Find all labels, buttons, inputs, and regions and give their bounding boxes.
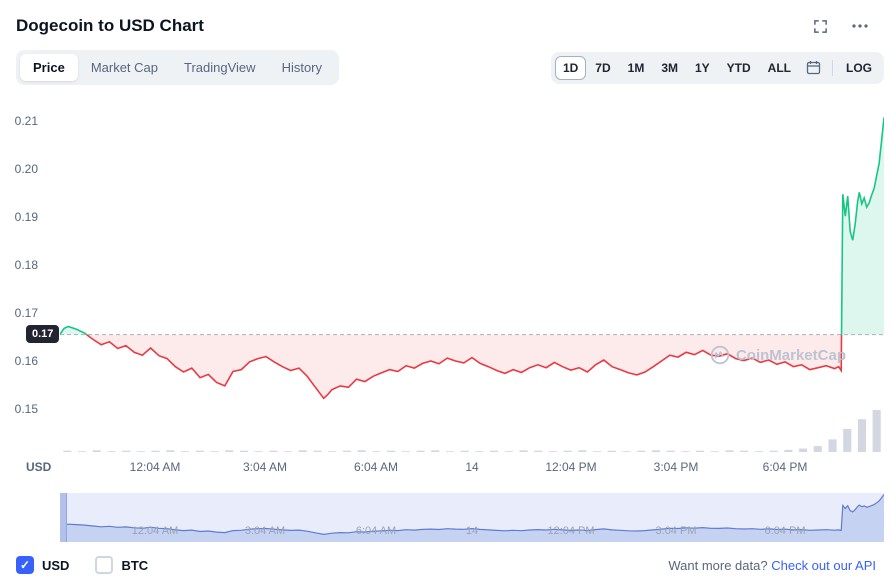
- y-axis-label: 0.15: [14, 402, 38, 416]
- y-axis-label: 0.18: [14, 258, 38, 272]
- x-axis-label: 6:04 AM: [355, 525, 397, 537]
- range-buttons: 1D 7D 1M 3M 1Y YTD ALL: [554, 55, 799, 80]
- tab-tradingview[interactable]: TradingView: [171, 54, 269, 81]
- api-link[interactable]: Check out our API: [771, 557, 876, 573]
- log-scale-button[interactable]: LOG: [838, 56, 880, 80]
- more-options-icon[interactable]: [852, 24, 868, 28]
- toolbar-divider: [832, 59, 833, 76]
- tab-history[interactable]: History: [269, 54, 335, 81]
- page-title: Dogecoin to USD Chart: [16, 16, 204, 35]
- api-promo-text: Want more data?: [668, 557, 768, 573]
- x-axis-label: 3:04 AM: [242, 460, 288, 474]
- y-axis-label: 0.19: [14, 210, 38, 224]
- range-7d[interactable]: 7D: [587, 56, 618, 80]
- y-axis-label: 0.20: [14, 162, 38, 176]
- currency-toggle-usd[interactable]: ✓ USD: [16, 556, 69, 574]
- tab-price[interactable]: Price: [20, 54, 78, 81]
- tab-market-cap[interactable]: Market Cap: [78, 54, 171, 81]
- axis-currency-label: USD: [26, 460, 52, 474]
- calendar-icon[interactable]: [800, 56, 827, 79]
- range-controls: 1D 7D 1M 3M 1Y YTD ALL LOG: [550, 51, 884, 84]
- x-axis-label: 3:04 AM: [244, 525, 286, 537]
- chart-footer: ✓ USD BTC Want more data? Check out our AP…: [16, 556, 876, 574]
- header-actions: [813, 19, 868, 34]
- x-axis-label: 14: [465, 525, 479, 537]
- y-axis-label: 0.16: [14, 354, 38, 368]
- range-1y[interactable]: 1Y: [687, 56, 718, 80]
- y-axis-label: 0.21: [14, 114, 38, 128]
- x-axis: 12:04 AM 3:04 AM 6:04 AM 14 12:04 PM 3:04 PM 6…: [0, 460, 892, 480]
- x-axis-label: 3:04 PM: [655, 525, 697, 537]
- chart-toolbar: Price Market Cap TradingView History 1D 7D 1M…: [16, 50, 884, 85]
- range-1d[interactable]: 1D: [554, 55, 587, 80]
- currency-label: USD: [42, 557, 70, 573]
- x-axis-label: 12:04 AM: [129, 460, 181, 474]
- x-axis-label: 12:04 PM: [545, 460, 597, 474]
- range-3m[interactable]: 3M: [653, 56, 686, 80]
- x-axis-label: 12:04 AM: [131, 525, 179, 537]
- navigator-labels: 12:04 AM 3:04 AM 6:04 AM 14 12:04 PM 3:04 PM 6…: [60, 493, 884, 542]
- chart-navigator[interactable]: 12:04 AM 3:04 AM 6:04 AM 14 12:04 PM 3:04 PM 6…: [60, 493, 884, 542]
- api-promo: Want more data? Check out our API: [668, 558, 876, 573]
- x-axis-label: 6:04 PM: [764, 525, 806, 537]
- y-axis-label: 0.17: [14, 306, 38, 320]
- range-1m[interactable]: 1M: [620, 56, 653, 80]
- price-chart-area: 0.21 0.20 0.19 0.18 0.17 0.16 0.15 0.17 CoinMa…: [0, 107, 892, 485]
- x-axis-label: 3:04 PM: [653, 460, 699, 474]
- range-ytd[interactable]: YTD: [719, 56, 759, 80]
- price-chart-svg[interactable]: [60, 107, 884, 452]
- coinmarketcap-watermark: CoinMarketCap: [710, 345, 846, 365]
- navigator-svg: [60, 494, 884, 542]
- y-axis: 0.21 0.20 0.19 0.18 0.17 0.16 0.15: [0, 107, 50, 452]
- coinmarketcap-logo-icon: [710, 345, 730, 365]
- checkbox-unchecked-icon[interactable]: [95, 556, 114, 574]
- currency-toggle-btc[interactable]: BTC: [95, 556, 148, 574]
- x-axis-label: 14: [465, 460, 479, 474]
- x-axis-label: 12:04 PM: [547, 525, 595, 537]
- range-all[interactable]: ALL: [760, 56, 799, 80]
- fullscreen-icon[interactable]: [813, 19, 828, 34]
- x-axis-label: 6:04 PM: [762, 460, 808, 474]
- currency-label: BTC: [121, 557, 149, 573]
- x-axis-label: 6:04 AM: [353, 460, 399, 474]
- current-price-badge: 0.17: [26, 325, 60, 343]
- chart-header: Dogecoin to USD Chart: [0, 0, 892, 36]
- navigator-left-handle[interactable]: [60, 493, 67, 542]
- chart-type-tabs: Price Market Cap TradingView History: [16, 50, 340, 85]
- checkbox-checked-icon[interactable]: ✓: [16, 556, 34, 574]
- watermark-text: CoinMarketCap: [735, 346, 846, 364]
- currency-toggles: ✓ USD BTC: [16, 556, 148, 574]
